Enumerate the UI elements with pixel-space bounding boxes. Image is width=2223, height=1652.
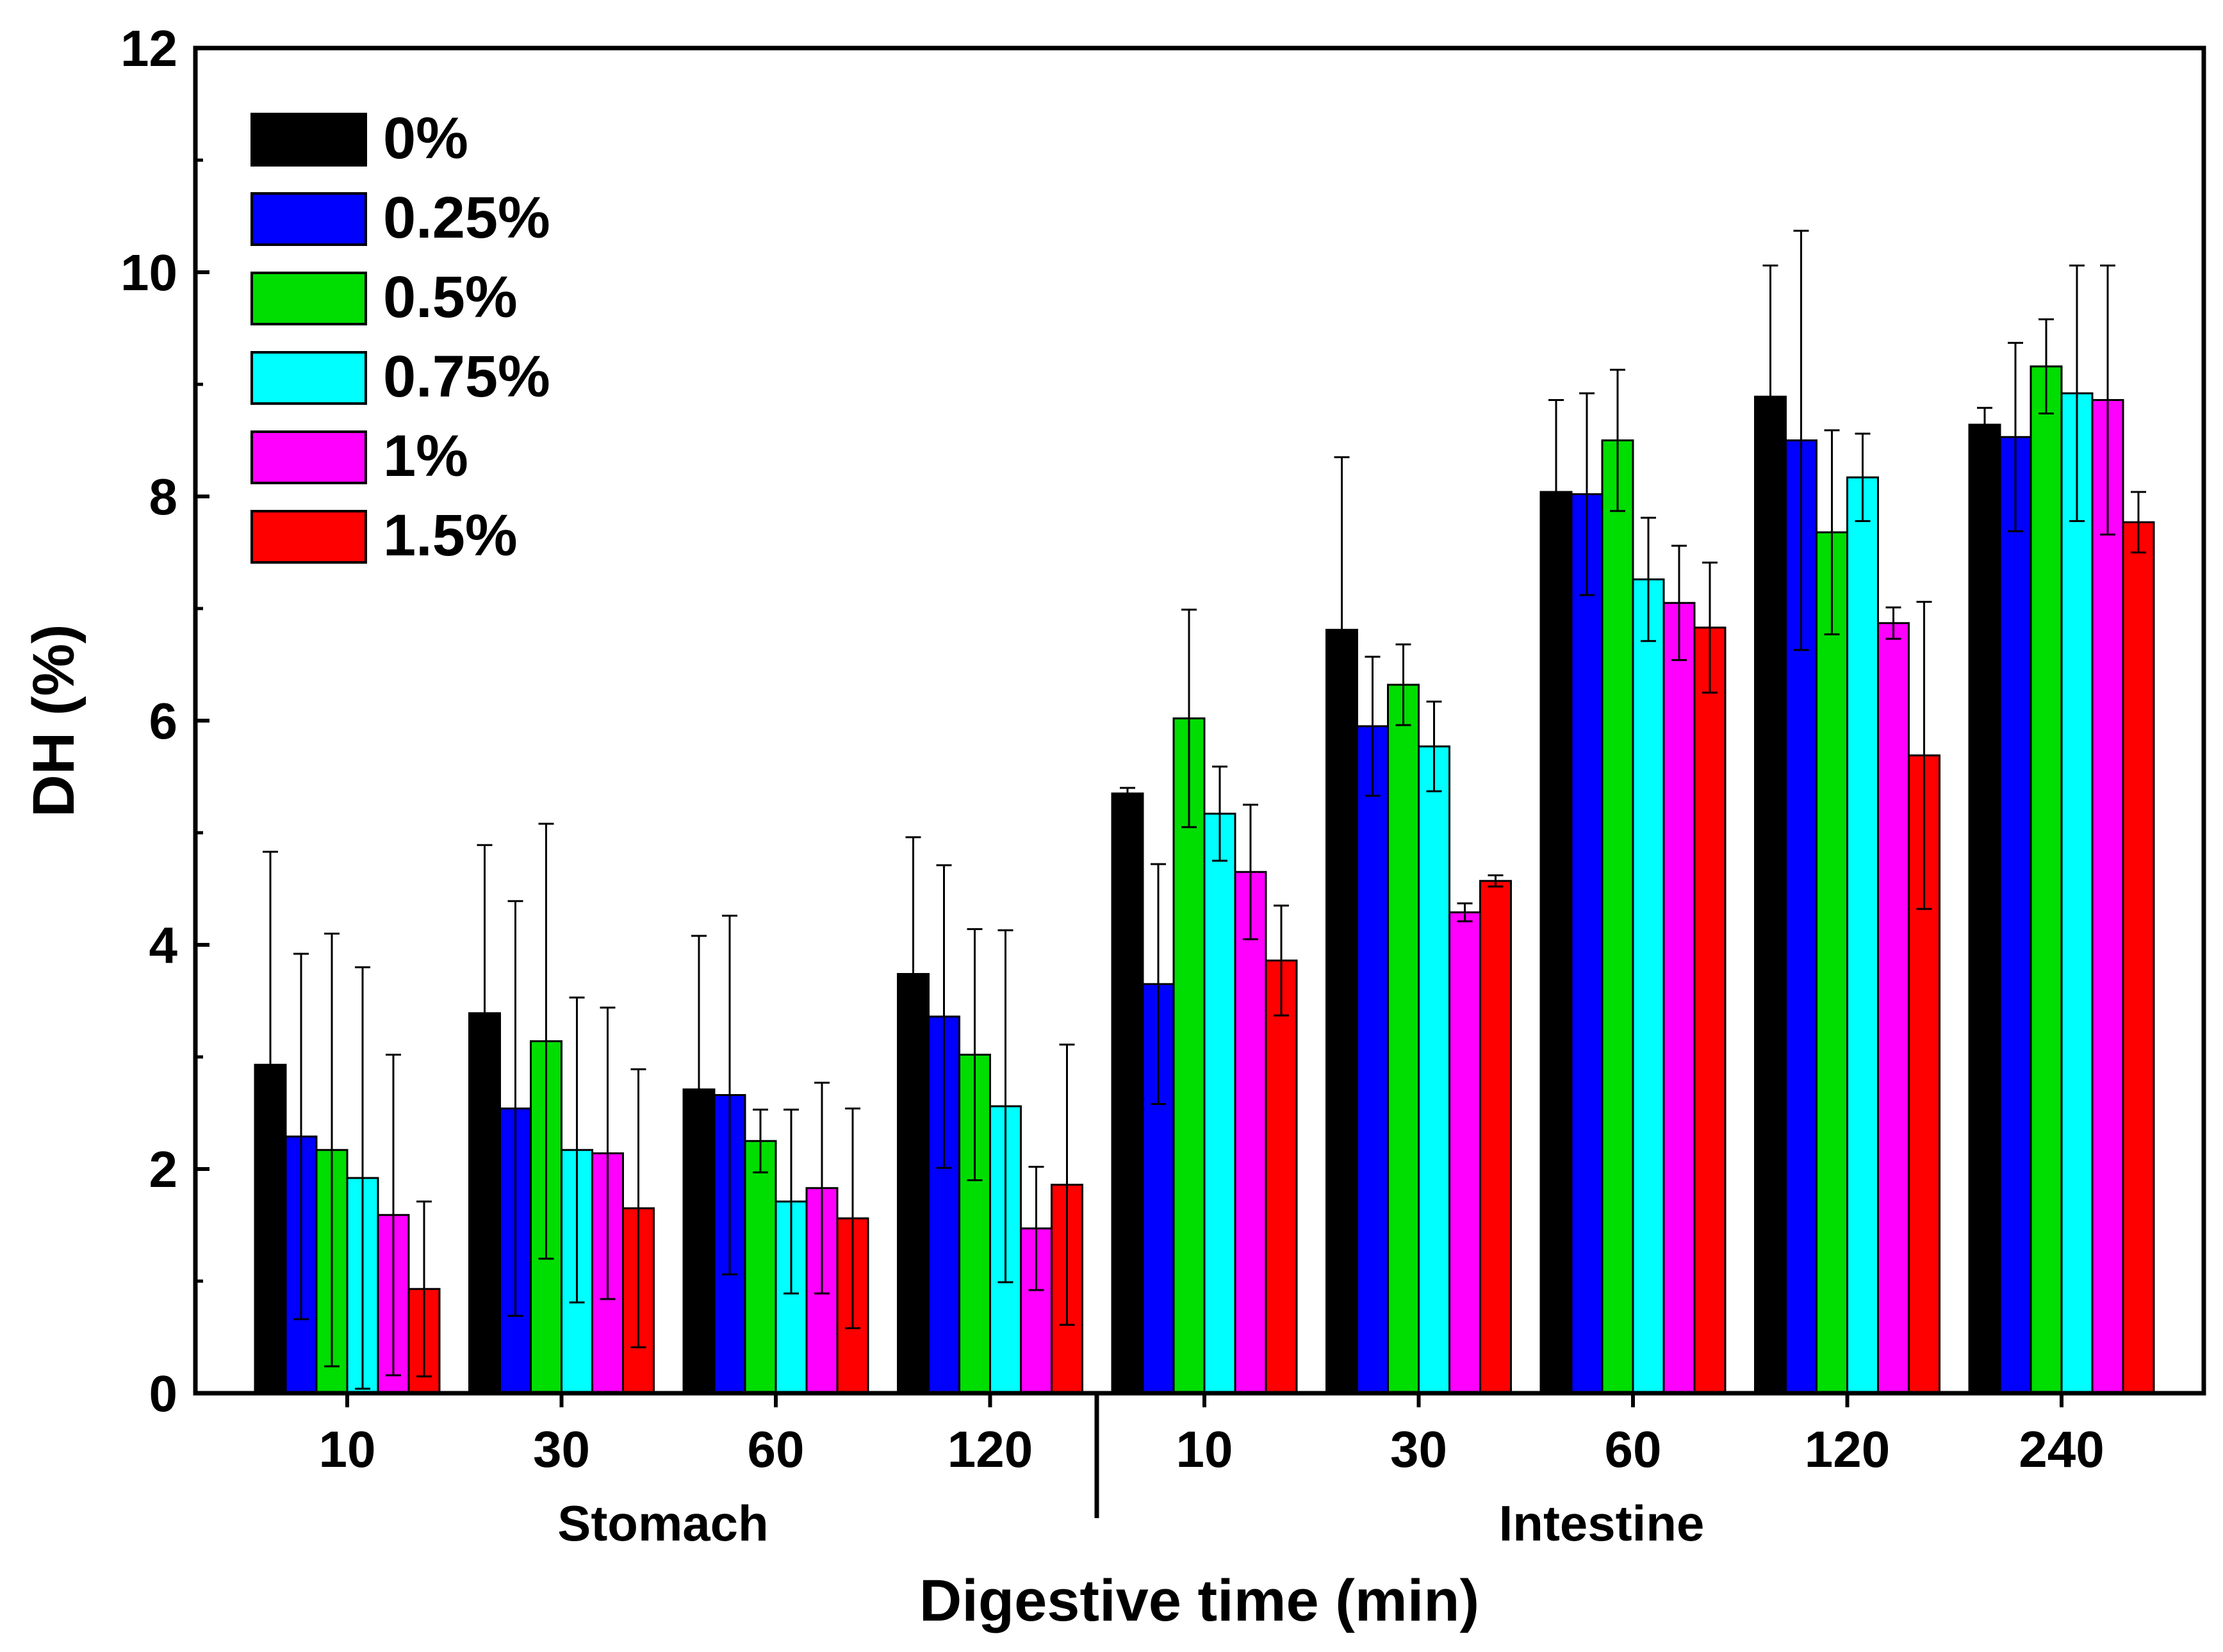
bar-1%-4 <box>1234 871 1267 1394</box>
legend-swatch-0.5% <box>250 272 367 325</box>
x-tick-label: 120 <box>1805 1421 1890 1478</box>
bar-1%-7 <box>1877 622 1910 1394</box>
bar-0.25%-7 <box>1785 439 1817 1394</box>
bar-0.5%-5 <box>1387 683 1420 1394</box>
error-bars-layer <box>263 229 2146 1390</box>
legend-swatch-1% <box>250 430 367 484</box>
bar-1%-8 <box>2091 399 2124 1394</box>
bar-0.5%-2 <box>744 1140 777 1394</box>
bar-0.5%-6 <box>1601 439 1634 1394</box>
bar-0%-6 <box>1539 491 1573 1394</box>
bar-1.5%-4 <box>1265 960 1298 1394</box>
bar-0%-8 <box>1968 423 2001 1394</box>
bar-0%-7 <box>1754 395 1787 1394</box>
x-tick-label: 30 <box>1390 1421 1447 1478</box>
bar-0.75%-8 <box>2060 392 2094 1394</box>
bar-0.5%-8 <box>2030 365 2063 1394</box>
x-tick-label: 60 <box>1605 1421 1662 1478</box>
bar-0.75%-5 <box>1418 745 1450 1394</box>
legend-swatch-1.5% <box>250 510 367 564</box>
y-axis: 0 2 4 6 8 10 12 <box>120 20 209 1422</box>
legend-label-0.5%: 0.5% <box>383 265 518 330</box>
legend-label-1%: 1% <box>383 423 468 489</box>
bar-1%-5 <box>1448 911 1481 1394</box>
legend-swatch-0.25% <box>250 192 367 246</box>
x-tick-label: 120 <box>947 1421 1033 1478</box>
legend: 0% 0.25% 0.5% 0.75% 1% 1.5% <box>250 106 550 568</box>
y-tick-label: 10 <box>120 244 177 301</box>
legend-label-0%: 0% <box>383 106 468 171</box>
bar-0.75%-4 <box>1203 812 1236 1394</box>
bar-0.5%-7 <box>1816 531 1848 1394</box>
group-label-intestine: Intestine <box>1499 1495 1705 1551</box>
legend-label-0.75%: 0.75% <box>383 344 550 409</box>
y-tick-label: 6 <box>149 692 178 749</box>
legend-label-0.25%: 0.25% <box>383 185 550 250</box>
y-tick-label: 2 <box>149 1141 178 1198</box>
bar-0%-4 <box>1111 792 1144 1394</box>
y-axis-title: DH (%) <box>21 624 86 817</box>
bar-0.25%-6 <box>1570 493 1604 1394</box>
y-tick-label: 12 <box>120 20 177 77</box>
x-tick-label: 10 <box>319 1421 376 1478</box>
legend-label-1.5%: 1.5% <box>383 503 518 568</box>
legend-swatch-0.75% <box>250 351 367 405</box>
bar-1.5%-6 <box>1693 626 1727 1394</box>
y-tick-label: 4 <box>149 917 178 974</box>
group-label-stomach: Stomach <box>557 1495 768 1551</box>
bar-1.5%-8 <box>2122 521 2155 1394</box>
x-tick-label: 60 <box>748 1421 805 1478</box>
bar-0.75%-6 <box>1632 578 1665 1394</box>
x-tick-label: 30 <box>533 1421 590 1478</box>
bar-1%-6 <box>1662 601 1696 1394</box>
bar-0.25%-5 <box>1356 725 1389 1394</box>
bar-0.5%-4 <box>1172 717 1206 1394</box>
bar-0.75%-7 <box>1846 476 1879 1394</box>
x-axis: 10 30 60 120 10 30 60 120 240 <box>319 1393 2104 1478</box>
bar-0.25%-8 <box>1999 436 2032 1394</box>
x-axis-title: Digestive time (min) <box>919 1568 1479 1633</box>
y-tick-label: 0 <box>149 1365 178 1422</box>
bar-1.5%-5 <box>1479 879 1512 1394</box>
x-tick-label: 10 <box>1176 1421 1233 1478</box>
legend-swatch-0% <box>250 113 367 167</box>
y-tick-label: 8 <box>149 468 178 525</box>
x-tick-label: 240 <box>2019 1421 2104 1478</box>
